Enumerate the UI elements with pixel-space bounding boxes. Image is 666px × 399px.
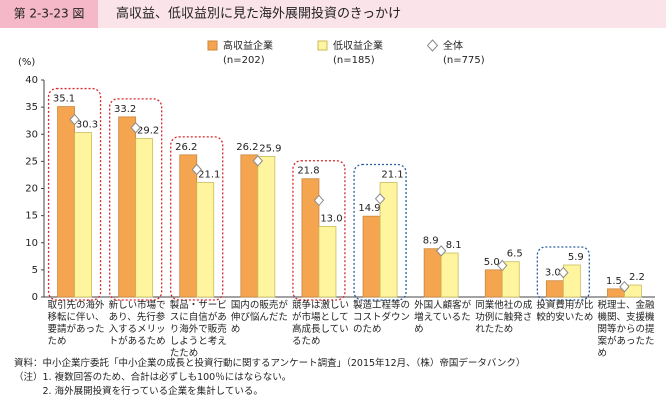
y-axis-label: (%) [18, 57, 35, 68]
figure-label-box [0, 0, 98, 28]
bar [257, 156, 276, 298]
y-tick-label: 25 [25, 156, 38, 167]
x-tick-label: 外国人顧客が増えているため [414, 300, 472, 335]
value-label: 26.2 [236, 142, 258, 153]
bar [118, 116, 137, 298]
overall-marker [374, 193, 386, 205]
value-label: 30.3 [76, 120, 98, 131]
bar [135, 138, 154, 298]
bar [484, 269, 503, 298]
value-label: 5.9 [568, 252, 584, 263]
value-label: 25.9 [259, 143, 281, 154]
y-tick-label: 30 [25, 129, 38, 140]
chart-title: 高収益、低収益別に見た海外展開投資のきっかけ [116, 6, 401, 22]
highlight-box [47, 87, 102, 301]
x-tick-label: 同業他社の成功例に触発されたため [475, 300, 533, 335]
value-label: 21.8 [297, 166, 319, 177]
value-label: 8.1 [446, 240, 462, 251]
value-label: 33.2 [114, 104, 136, 115]
y-tick-label: 0 [32, 292, 38, 303]
value-label: 35.1 [53, 94, 75, 105]
legend-label: 全体 [443, 39, 463, 52]
overall-marker [497, 259, 508, 272]
bar [318, 226, 337, 298]
x-tick-label: 製品・サービスに自信があり海外で販売しようと考えたため [169, 300, 227, 359]
bar [301, 178, 320, 298]
value-label: 2.2 [629, 272, 645, 283]
value-label: 14.9 [358, 203, 380, 214]
source-note: 2. 海外展開投資を行っている企業を集計している。 [14, 386, 263, 397]
overall-marker [619, 280, 630, 293]
source-note: （注）1. 複数回答のため、合計は必ずしも100％にはならない。 [14, 372, 292, 383]
value-label: 26.2 [175, 142, 197, 153]
value-label: 21.1 [381, 170, 403, 181]
x-tick-label: 国内の販売が伸び悩んだため [230, 300, 288, 335]
legend-sample: (n=775) [443, 55, 485, 66]
x-tick-label: 投資費用が比較的安いため [536, 300, 594, 323]
value-label: 29.2 [137, 126, 159, 137]
highlight-box [536, 246, 590, 301]
overall-marker [130, 121, 141, 134]
highlight-box [292, 160, 346, 301]
bar [501, 261, 520, 298]
overall-marker [69, 113, 80, 126]
bar [440, 252, 459, 298]
y-tick-label: 40 [25, 75, 38, 86]
value-label: 5.0 [484, 257, 500, 268]
y-tick-label: 20 [25, 184, 38, 195]
x-tick-label: 新しい市場であり、先行参入するメリットがあるため [108, 300, 166, 347]
header-band [0, 0, 666, 28]
figure-label: 第 2-3-23 図 [14, 7, 85, 21]
legend-swatch [317, 40, 328, 51]
overall-marker [435, 245, 447, 257]
bar [57, 106, 75, 298]
bar [362, 215, 381, 298]
value-label: 3.0 [545, 268, 561, 279]
y-tick-label: 5 [32, 265, 38, 276]
legend-swatch [426, 39, 439, 52]
bar [607, 288, 625, 298]
legend-label: 高収益企業 [223, 39, 273, 52]
y-tick-label: 15 [25, 211, 38, 222]
legend-sample: (n=185) [333, 55, 375, 66]
overall-marker [252, 155, 264, 167]
bar [74, 132, 92, 298]
x-tick-label: 競争は激しいが市場として高成長しているため [291, 300, 349, 347]
bar [179, 154, 198, 298]
highlight-box [170, 136, 224, 301]
value-label: 13.0 [320, 213, 342, 224]
bar [196, 182, 215, 298]
legend-sample: (n=202) [223, 55, 265, 66]
x-tick-label: 税理士、金融機関、支援機関等からの提案があったため [597, 300, 655, 359]
y-tick-label: 10 [25, 238, 38, 249]
value-label: 1.5 [606, 276, 622, 287]
y-tick-label: 35 [25, 102, 38, 113]
value-label: 21.1 [198, 170, 220, 181]
overall-marker [191, 163, 202, 176]
bar [423, 248, 442, 298]
x-tick-label: 製造工程等のコストダウンのため [353, 300, 411, 335]
x-tick-label: 取引先の海外移転に伴い、要請があったため [47, 300, 105, 347]
highlight-box [353, 163, 407, 301]
highlight-box [109, 98, 163, 301]
overall-marker [558, 266, 569, 279]
bar [545, 280, 564, 298]
legend-label: 低収益企業 [333, 39, 383, 52]
overall-marker [313, 194, 325, 207]
value-label: 6.5 [507, 249, 523, 260]
bar [379, 182, 398, 298]
bar [240, 154, 259, 298]
value-label: 8.9 [423, 236, 439, 247]
legend-swatch [207, 40, 218, 51]
source-note: 資料：中小企業庁委託「中小企業の成長と投資行動に関するアンケート調査」（2015… [14, 358, 526, 369]
